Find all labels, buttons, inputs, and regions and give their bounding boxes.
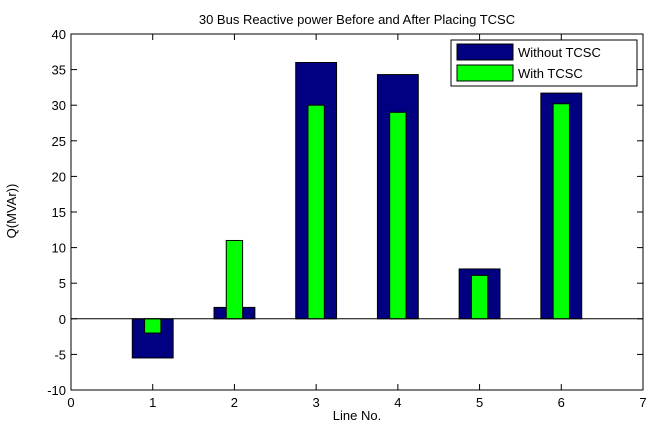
- y-axis-ticks: -10 -5 0 5 10 15 20 25 30 35 40: [47, 27, 643, 398]
- y-tick-label: 35: [52, 63, 66, 78]
- y-tick-label: 20: [52, 169, 66, 184]
- legend-swatch-without-tcsc: [456, 43, 514, 61]
- legend-swatch-with-tcsc: [456, 64, 514, 82]
- x-tick-label: 1: [149, 395, 156, 410]
- x-tick-label: 3: [313, 395, 320, 410]
- legend: Without TCSC With TCSC: [450, 39, 638, 87]
- chart-title: 30 Bus Reactive power Before and After P…: [199, 12, 515, 27]
- bar-with-tcsc-line-5: [470, 274, 489, 320]
- y-tick-label: 15: [52, 205, 66, 220]
- bar-with-tcsc-line-1: [144, 318, 162, 334]
- y-tick-label: 0: [59, 312, 66, 327]
- y-tick-label: 5: [59, 276, 66, 291]
- bar-with-tcsc-line-6: [552, 103, 570, 320]
- y-tick-label: -10: [47, 383, 66, 398]
- bar-with-tcsc-line-4: [389, 111, 407, 320]
- x-axis-label: Line No.: [333, 408, 381, 423]
- x-tick-label: 6: [558, 395, 565, 410]
- y-axis-label: Q(MVAr)): [4, 184, 19, 239]
- x-tick-label: 7: [639, 395, 646, 410]
- y-tick-label: 30: [52, 98, 66, 113]
- legend-label-without-tcsc: Without TCSC: [518, 45, 601, 60]
- x-tick-label: 5: [476, 395, 483, 410]
- bar-with-tcsc-line-3: [307, 104, 325, 320]
- x-tick-label: 2: [231, 395, 238, 410]
- x-axis-ticks: 0 1 2 3 4 5 6 7: [67, 34, 647, 410]
- bars-group: [131, 61, 583, 359]
- bar-with-tcsc-line-2: [225, 239, 244, 320]
- x-tick-label: 0: [67, 395, 74, 410]
- legend-label-with-tcsc: With TCSC: [518, 66, 583, 81]
- y-tick-label: 40: [52, 27, 66, 42]
- y-tick-label: -5: [54, 347, 66, 362]
- x-tick-label: 4: [394, 395, 401, 410]
- y-tick-label: 10: [52, 241, 66, 256]
- y-tick-label: 25: [52, 134, 66, 149]
